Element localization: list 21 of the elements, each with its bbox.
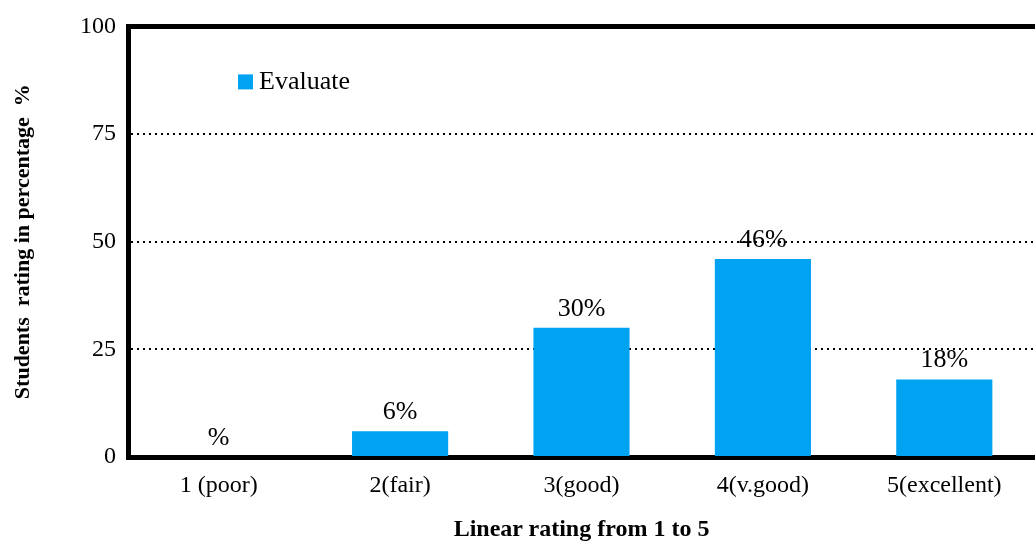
y-tick-label: 50: [92, 227, 116, 253]
data-label: 6%: [382, 395, 418, 425]
y-axis-title: Students rating in percentage %: [8, 84, 34, 400]
bar: [896, 379, 993, 456]
x-tick-label: 4(v.good): [716, 470, 810, 497]
x-tick-label: 3(good): [543, 470, 620, 497]
data-label: 18%: [920, 344, 969, 374]
y-tick-label: 25: [92, 334, 116, 361]
bar: [714, 258, 811, 456]
data-label: 30%: [557, 292, 606, 322]
bar: [533, 327, 630, 456]
legend-label: Evaluate: [259, 66, 350, 96]
x-tick-label: 2(fair): [369, 470, 431, 497]
y-tick-label: 0: [104, 442, 116, 469]
x-axis-title: Linear rating from 1 to 5: [453, 514, 710, 541]
data-label: %: [207, 421, 230, 451]
y-tick-label: 75: [92, 119, 116, 146]
bar: [352, 431, 449, 456]
x-tick-label: 1 (poor): [179, 470, 258, 497]
x-tick-label: 5(excellent): [887, 470, 1002, 497]
y-tick-label: 100: [80, 11, 116, 38]
